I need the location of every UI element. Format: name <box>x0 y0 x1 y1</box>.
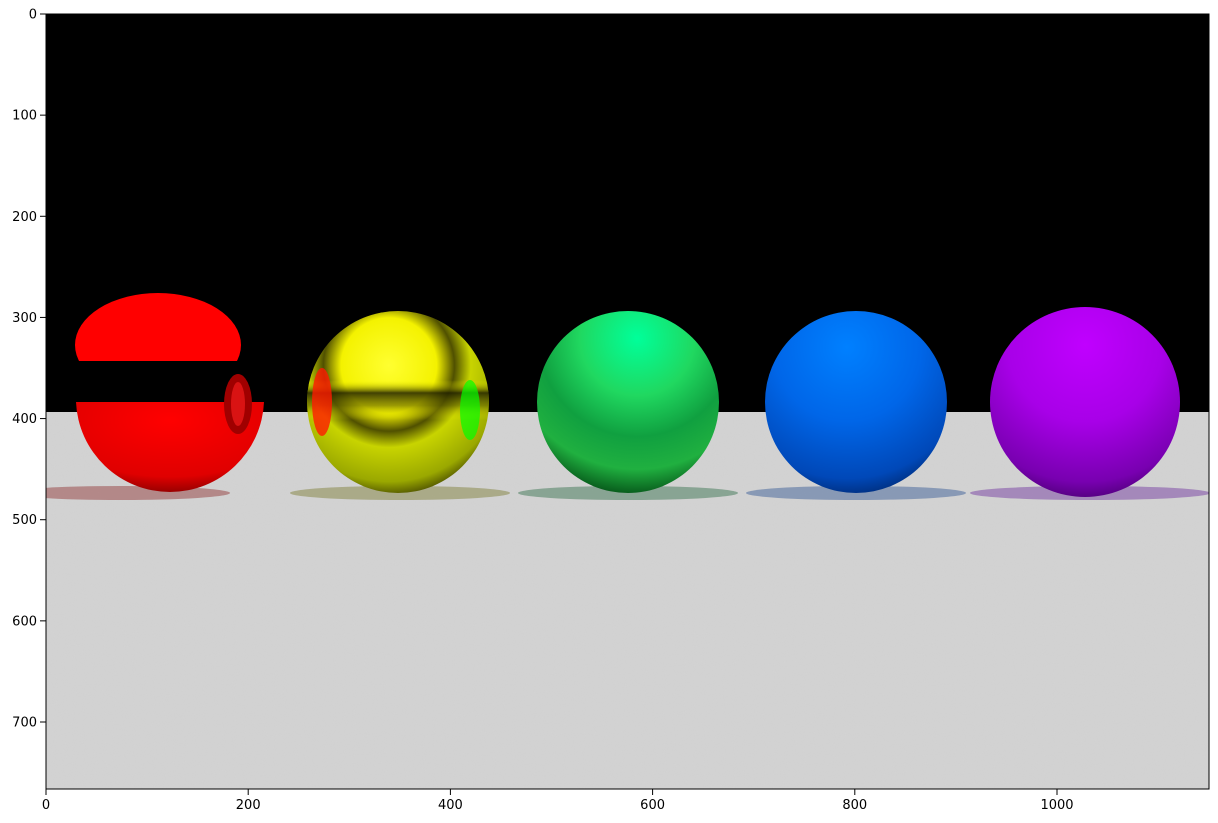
x-tick-label: 800 <box>842 798 867 813</box>
y-tick-label: 300 <box>12 311 37 326</box>
x-tick-label: 400 <box>438 798 463 813</box>
x-tick-label: 600 <box>640 798 665 813</box>
y-tick-label: 100 <box>12 109 37 124</box>
y-tick-label: 500 <box>12 513 37 528</box>
x-tick-label: 200 <box>236 798 261 813</box>
green-sphere <box>537 311 719 493</box>
red-sphere-shadow <box>46 486 230 500</box>
yellow-sphere <box>307 311 489 493</box>
yellow-sphere-shadow <box>290 486 510 500</box>
violet-sphere <box>990 307 1180 497</box>
red-sphere <box>75 293 264 493</box>
blue-sphere <box>765 311 947 493</box>
rendered-image <box>46 14 1209 789</box>
y-tick-label: 600 <box>12 614 37 629</box>
x-axis: 0 200 400 600 800 1000 <box>42 789 1074 813</box>
y-tick-label: 0 <box>29 8 37 23</box>
x-tick-label: 1000 <box>1040 798 1073 813</box>
y-axis: 0 100 200 300 400 500 600 700 <box>12 8 46 731</box>
y-tick-label: 200 <box>12 210 37 225</box>
y-tick-label: 700 <box>12 716 37 731</box>
x-tick-label: 0 <box>42 798 50 813</box>
axes-frame <box>45 13 1210 790</box>
y-tick-label: 400 <box>12 412 37 427</box>
